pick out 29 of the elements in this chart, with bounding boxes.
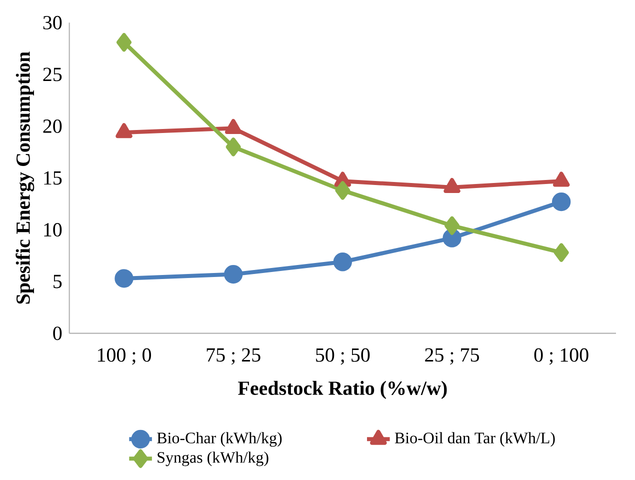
point: [114, 269, 134, 288]
x-tick-label: 100 ; 0: [98, 348, 152, 365]
y-tick-label: 10: [44, 223, 62, 237]
legend-label: Bio-Oil dan Tar (kWh/L): [394, 432, 555, 447]
y-tick-label: 5: [54, 274, 62, 288]
point: [116, 123, 132, 138]
point: [552, 172, 570, 187]
point: [116, 33, 132, 52]
y-tick-label: 30: [43, 16, 62, 30]
legend-label: Bio-Char (kWh/kg): [157, 432, 282, 447]
point: [224, 264, 243, 284]
point: [552, 192, 571, 212]
point: [554, 243, 569, 262]
point: [335, 181, 350, 200]
point: [224, 118, 242, 134]
legend-label: Syngas (kWh/kg): [158, 452, 268, 466]
y-axis-title: Spesific Energy Consumption: [16, 52, 34, 304]
x-tick-label: 0 ; 100: [534, 348, 588, 365]
y-tick-label: 0: [53, 326, 62, 340]
x-tick-label: 50 ; 50: [316, 348, 370, 365]
point: [226, 138, 241, 156]
x-tick-label: 75 ; 25: [206, 348, 260, 365]
y-tick-label: 25: [43, 68, 62, 82]
x-axis-title: Feedstock Ratio (%w/w): [238, 380, 447, 400]
point: [444, 216, 460, 235]
x-tick-label: 25 ; 75: [425, 348, 479, 365]
point: [333, 252, 352, 272]
y-tick-label: 15: [44, 171, 62, 185]
y-tick-label: 20: [43, 119, 62, 133]
